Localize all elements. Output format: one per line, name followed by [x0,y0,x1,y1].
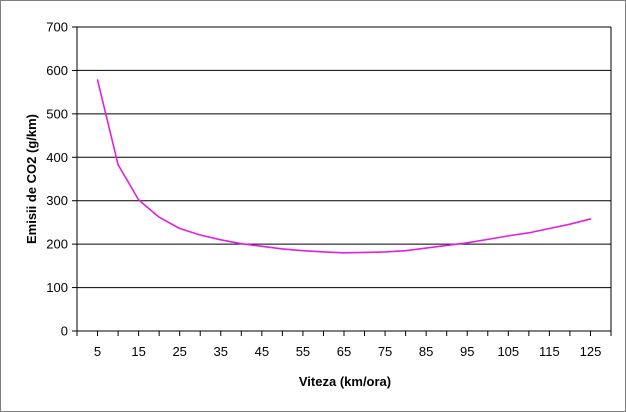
x-axis-title: Viteza (km/ora) [299,374,391,389]
series-layer [96,79,592,254]
axes [72,26,612,336]
x-tick-label: 85 [419,344,433,359]
x-tick-label: 125 [580,344,602,359]
x-tick-labels: 5 15 25 35 45 55 65 75 85 95 105 115 125 [94,344,601,359]
x-tick-label: 65 [337,344,351,359]
y-tick-label: 100 [46,280,68,295]
x-tick-label: 35 [214,344,228,359]
gridlines [77,26,611,289]
x-tick-label: 45 [255,344,269,359]
y-tick-label: 700 [46,20,68,35]
x-tick-label: 5 [94,344,101,359]
x-tick-label: 15 [131,344,145,359]
y-tick-label: 200 [46,237,68,252]
x-tick-label: 105 [497,344,519,359]
x-tick-label: 75 [378,344,392,359]
x-tick-label: 25 [172,344,186,359]
y-tick-label: 400 [46,150,68,165]
y-tick-labels: 0 100 200 300 400 500 600 700 [46,20,68,339]
y-tick-label: 300 [46,193,68,208]
y-tick-label: 0 [61,324,68,339]
y-axis-title: Emisii de CO2 (g/km) [24,114,39,244]
y-tick-label: 500 [46,106,68,121]
x-tick-label: 115 [539,344,560,359]
x-tick-label: 55 [296,344,310,359]
x-tick-label: 95 [460,344,474,359]
y-tick-label: 600 [46,63,68,78]
series-line-0 [96,79,592,254]
